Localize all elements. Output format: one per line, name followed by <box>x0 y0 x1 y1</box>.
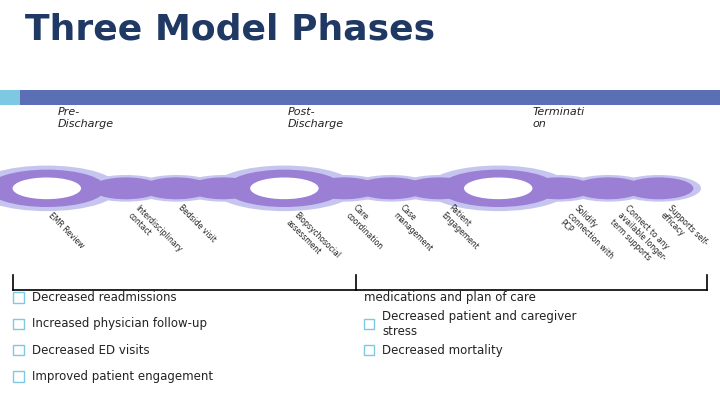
Ellipse shape <box>134 175 219 202</box>
Ellipse shape <box>0 166 119 211</box>
Bar <box>0 90 20 105</box>
Text: Decreased patient and caregiver
stress: Decreased patient and caregiver stress <box>382 310 577 338</box>
Text: Patient
Engagement: Patient Engagement <box>439 203 487 252</box>
Ellipse shape <box>574 177 643 199</box>
Ellipse shape <box>426 166 570 211</box>
Text: Increased physician follow-up: Increased physician follow-up <box>32 318 207 330</box>
Ellipse shape <box>310 177 379 199</box>
Text: Bedside visit: Bedside visit <box>176 203 217 244</box>
Ellipse shape <box>0 170 106 207</box>
Ellipse shape <box>302 175 387 202</box>
Text: Care
coordination: Care coordination <box>344 203 392 251</box>
Ellipse shape <box>405 177 474 199</box>
Text: EMR Review: EMR Review <box>47 211 86 250</box>
Text: Case
management: Case management <box>391 203 441 253</box>
Text: medications and plan of care: medications and plan of care <box>364 291 536 304</box>
Ellipse shape <box>616 175 701 202</box>
Ellipse shape <box>181 175 266 202</box>
Text: Improved patient engagement: Improved patient engagement <box>32 370 213 383</box>
Text: Supports self-
efficacy: Supports self- efficacy <box>659 203 710 254</box>
Ellipse shape <box>250 177 319 199</box>
Ellipse shape <box>464 177 533 199</box>
Text: Three Model Phases: Three Model Phases <box>25 12 436 46</box>
Ellipse shape <box>142 177 211 199</box>
Text: Solidify
connection with
PCP: Solidify connection with PCP <box>558 203 622 268</box>
Ellipse shape <box>624 177 693 199</box>
Text: Pre-
Discharge: Pre- Discharge <box>58 107 114 129</box>
Ellipse shape <box>356 177 426 199</box>
Text: Terminati
on: Terminati on <box>533 107 585 129</box>
Text: Decreased ED visits: Decreased ED visits <box>32 344 149 357</box>
Ellipse shape <box>189 177 258 199</box>
Ellipse shape <box>212 166 356 211</box>
Text: Biopsychosocial
assessment: Biopsychosocial assessment <box>284 211 341 268</box>
Ellipse shape <box>84 175 168 202</box>
Ellipse shape <box>91 177 161 199</box>
Ellipse shape <box>225 170 343 207</box>
Text: Connect to any
available longer-
term supports: Connect to any available longer- term su… <box>608 203 675 270</box>
Ellipse shape <box>566 175 651 202</box>
Text: Decreased mortality: Decreased mortality <box>382 344 503 357</box>
Text: Post-
Discharge: Post- Discharge <box>288 107 344 129</box>
Ellipse shape <box>348 175 433 202</box>
Text: Decreased readmissions: Decreased readmissions <box>32 291 176 304</box>
Bar <box>0 90 720 105</box>
Ellipse shape <box>439 170 557 207</box>
Text: Interdisciplinary
contact: Interdisciplinary contact <box>126 203 184 261</box>
Ellipse shape <box>12 177 81 199</box>
Ellipse shape <box>397 175 482 202</box>
Ellipse shape <box>516 175 600 202</box>
Ellipse shape <box>523 177 593 199</box>
